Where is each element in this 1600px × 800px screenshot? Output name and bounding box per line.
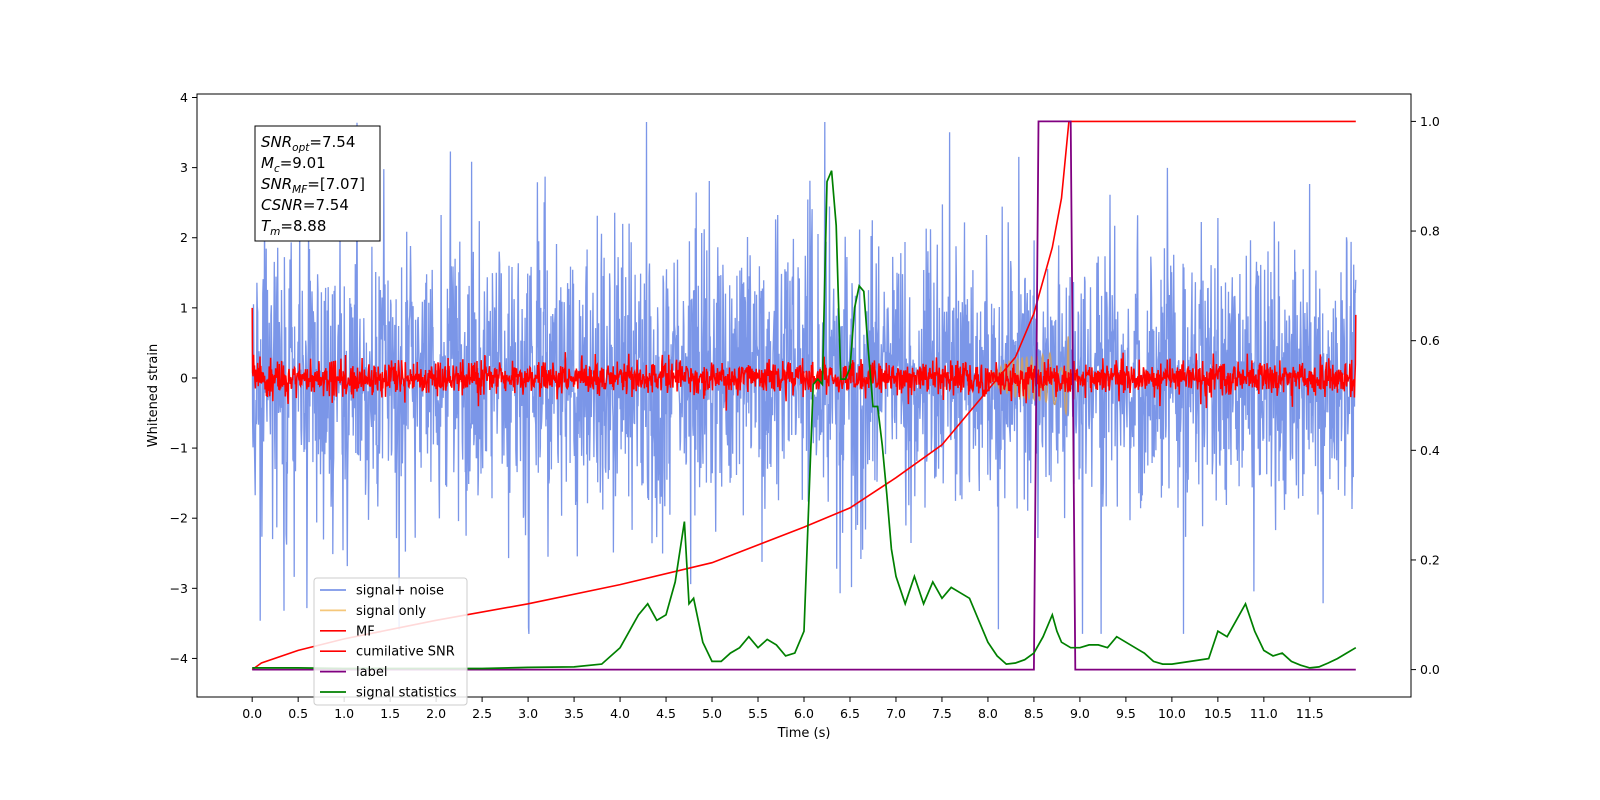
x-tick-label: 4.5 <box>656 706 676 721</box>
y-tick-label: 4 <box>180 90 188 105</box>
y-tick-label: 3 <box>180 160 188 175</box>
y-axis-right: 0.0 0.2 0.4 0.6 0.8 1.0 <box>1411 114 1440 677</box>
y-tick-label: 1 <box>180 300 188 315</box>
legend-frame <box>313 577 468 706</box>
y-tick-label: 0 <box>180 370 188 385</box>
x-tick-label: 8.5 <box>1024 706 1044 721</box>
x-tick-label: 6.5 <box>840 706 860 721</box>
legend-label: signal statistics <box>356 686 457 701</box>
y-tick-label: −1 <box>170 441 188 456</box>
x-tick-label: 2.5 <box>472 706 492 721</box>
y-right-tick-label: 0.6 <box>1420 333 1440 348</box>
series-signal-statistics-line <box>252 170 1357 670</box>
series-mf-line <box>251 307 1357 411</box>
series-label-line <box>252 120 1356 671</box>
stats-line: Mc=9.01 <box>261 154 326 175</box>
x-tick-label: 0.5 <box>288 706 308 721</box>
y-tick-label: −3 <box>170 581 188 596</box>
x-tick-label: 0.0 <box>242 706 262 721</box>
x-tick-label: 6.0 <box>794 706 814 721</box>
legend-label: signal+ noise <box>356 584 444 599</box>
legend-label: cumilative SNR <box>356 645 455 660</box>
y-axis-label: Whitened strain <box>146 344 161 447</box>
stats-line: SNRopt=7.54 <box>261 133 355 154</box>
x-tick-label: 3.5 <box>564 706 584 721</box>
x-tick-label: 5.0 <box>702 706 722 721</box>
stats-line: Tm=8.88 <box>261 217 326 238</box>
y-tick-label: −4 <box>170 651 188 666</box>
x-tick-label: 2.0 <box>426 706 446 721</box>
legend-label: MF <box>356 624 375 639</box>
x-tick-label: 9.5 <box>1116 706 1136 721</box>
x-tick-label: 7.5 <box>932 706 952 721</box>
x-tick-label: 11.5 <box>1296 706 1324 721</box>
x-tick-label: 11.0 <box>1250 706 1278 721</box>
x-tick-label: 10.5 <box>1204 706 1232 721</box>
x-tick-label: 8.0 <box>978 706 998 721</box>
x-axis-label: Time (s) <box>777 726 831 741</box>
legend-label: label <box>356 665 387 680</box>
y-tick-label: −2 <box>170 511 188 526</box>
x-tick-label: 9.0 <box>1070 706 1090 721</box>
legend: signal+ noise signal only MF cumilative SNR… <box>313 577 468 706</box>
stats-box-frame <box>254 125 381 242</box>
x-tick-label: 1.0 <box>334 706 354 721</box>
x-tick-label: 7.0 <box>886 706 906 721</box>
legend-label: signal only <box>356 604 426 619</box>
x-axis: 0.0 0.5 1.0 1.5 2.0 2.5 3.0 3.5 4.0 4.5 5.0 5.5 6.0 6… <box>242 697 1324 721</box>
y-right-tick-label: 1.0 <box>1420 114 1440 129</box>
y-right-tick-label: 0.8 <box>1420 224 1440 239</box>
x-tick-label: 3.0 <box>518 706 538 721</box>
y-right-tick-label: 0.0 <box>1420 662 1440 677</box>
x-tick-label: 10.0 <box>1158 706 1186 721</box>
series-signal-plus-noise-line <box>251 121 1357 634</box>
y-tick-label: 2 <box>180 230 188 245</box>
series-signal-only-line <box>987 336 1070 417</box>
y-right-tick-label: 0.4 <box>1420 443 1440 458</box>
x-tick-label: 5.5 <box>748 706 768 721</box>
y-axis-left: −4 −3 −2 −1 0 1 2 3 4 <box>170 90 197 666</box>
x-tick-label: 1.5 <box>380 706 400 721</box>
stats-line: CSNR=7.54 <box>261 196 349 214</box>
y-right-tick-label: 0.2 <box>1420 552 1440 567</box>
stats-line: SNRMF=[7.07] <box>261 175 365 196</box>
x-tick-label: 4.0 <box>610 706 630 721</box>
